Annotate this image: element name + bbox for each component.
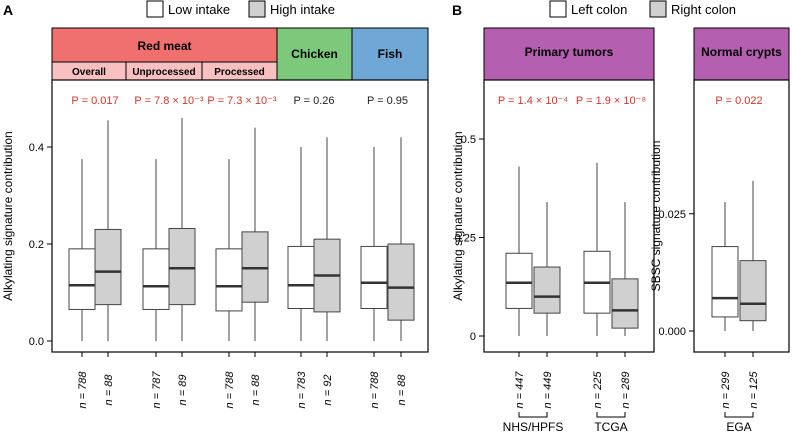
y-tick-label: 0.25	[455, 233, 476, 245]
n-label: n = 447	[514, 371, 526, 409]
p-value-label: P = 7.3 × 10⁻³	[207, 95, 277, 107]
panel-a-legend: Low intake High intake	[146, 0, 335, 18]
legend-left-label: Left colon	[571, 2, 627, 17]
box	[505, 252, 533, 309]
y-tick-label: 0	[470, 331, 476, 343]
y-tick-label: 0.5	[461, 134, 476, 146]
box	[739, 260, 767, 322]
header-red-meat	[51, 27, 278, 63]
n-label: n = 788	[369, 371, 381, 409]
box	[68, 248, 96, 310]
header-primary-tumors-label: Primary tumors	[525, 45, 614, 59]
plot-frame	[51, 79, 429, 353]
box	[711, 246, 739, 318]
panel-b-headers: Primary tumors Normal crypts	[483, 27, 790, 81]
p-value-label: P = 0.022	[715, 95, 762, 107]
header-chicken-label: Chicken	[291, 47, 338, 61]
y-tick-label: 0.4	[29, 142, 44, 154]
group-bracket	[596, 412, 626, 418]
panel-b-letter: B	[452, 2, 462, 18]
n-label: n = 225	[592, 371, 604, 409]
group-bracket	[724, 412, 754, 418]
p-value-label: P = 7.8 × 10⁻³	[134, 95, 204, 107]
n-label: n = 88	[103, 374, 115, 406]
header-normal-crypts-label: Normal crypts	[701, 45, 782, 59]
group-bracket	[518, 412, 548, 418]
box	[287, 245, 315, 310]
box	[533, 266, 561, 314]
header-overall-label: Overall	[72, 67, 106, 78]
legend-high-label: High intake	[270, 2, 335, 17]
group-label: EGA	[726, 420, 751, 434]
group-label: TCGA	[594, 420, 627, 434]
n-label: n = 787	[151, 371, 163, 409]
n-label: n = 788	[77, 371, 89, 409]
box	[360, 245, 388, 310]
y-tick-label: 0.025	[658, 209, 686, 221]
y-axis-label: Alkylating signature contribution	[1, 131, 15, 300]
p-value-label: P = 0.017	[71, 95, 118, 107]
plot-frame	[483, 79, 655, 353]
box	[387, 243, 415, 321]
header-primary-tumors	[483, 27, 655, 81]
legend-low-swatch	[146, 0, 164, 18]
header-fish	[351, 27, 429, 81]
y-tick-label: 0.0	[29, 336, 44, 348]
n-label: n = 88	[396, 374, 408, 406]
header-chicken	[276, 27, 353, 81]
n-label: n = 788	[224, 371, 236, 409]
n-label: n = 289	[620, 371, 632, 408]
p-value-label: P = 1.9 × 10⁻⁸	[576, 95, 646, 107]
y-axis-label: SBSC signature contribution	[649, 141, 663, 292]
p-value-label: P = 1.4 × 10⁻⁴	[498, 95, 569, 107]
chart-a: 0.0 0.2 0.4 Alkylating signature contributi…	[1, 79, 429, 409]
header-unprocessed-label: Unprocessed	[132, 67, 195, 78]
n-label: n = 449	[542, 371, 554, 408]
box	[611, 278, 639, 329]
plot-frame	[693, 79, 790, 353]
panel-a-letter: A	[3, 2, 13, 18]
box	[142, 248, 170, 310]
box	[215, 248, 243, 312]
p-value-label: P = 0.26	[293, 95, 334, 107]
header-fish-label: Fish	[378, 47, 403, 61]
header-red-meat-label: Red meat	[137, 39, 191, 53]
legend-low-label: Low intake	[168, 2, 230, 17]
header-processed-label: Processed	[214, 67, 265, 78]
legend-left-swatch	[549, 0, 567, 18]
legend-right-label: Right colon	[671, 2, 736, 17]
box	[94, 228, 122, 306]
n-label: n = 92	[322, 375, 334, 406]
n-label: n = 299	[720, 371, 732, 408]
n-label: n = 783	[296, 371, 308, 409]
n-label: n = 88	[250, 374, 262, 406]
box	[168, 227, 196, 306]
n-label: n = 89	[177, 375, 189, 406]
legend-high-swatch	[248, 0, 266, 18]
p-value-label: P = 0.95	[367, 95, 408, 107]
legend-right-swatch	[649, 0, 667, 18]
y-axis-label: Alkylating signature contribution	[451, 131, 465, 300]
n-label: n = 125	[748, 371, 760, 409]
group-label: NHS/HPFS	[503, 420, 564, 434]
y-tick-label: 0.000	[658, 326, 686, 338]
y-tick-label: 0.2	[29, 239, 44, 251]
panel-a-headers: Red meat Chicken Fish Overall Unprocesse…	[51, 27, 429, 81]
panel-b-legend: Left colon Right colon	[549, 0, 736, 18]
